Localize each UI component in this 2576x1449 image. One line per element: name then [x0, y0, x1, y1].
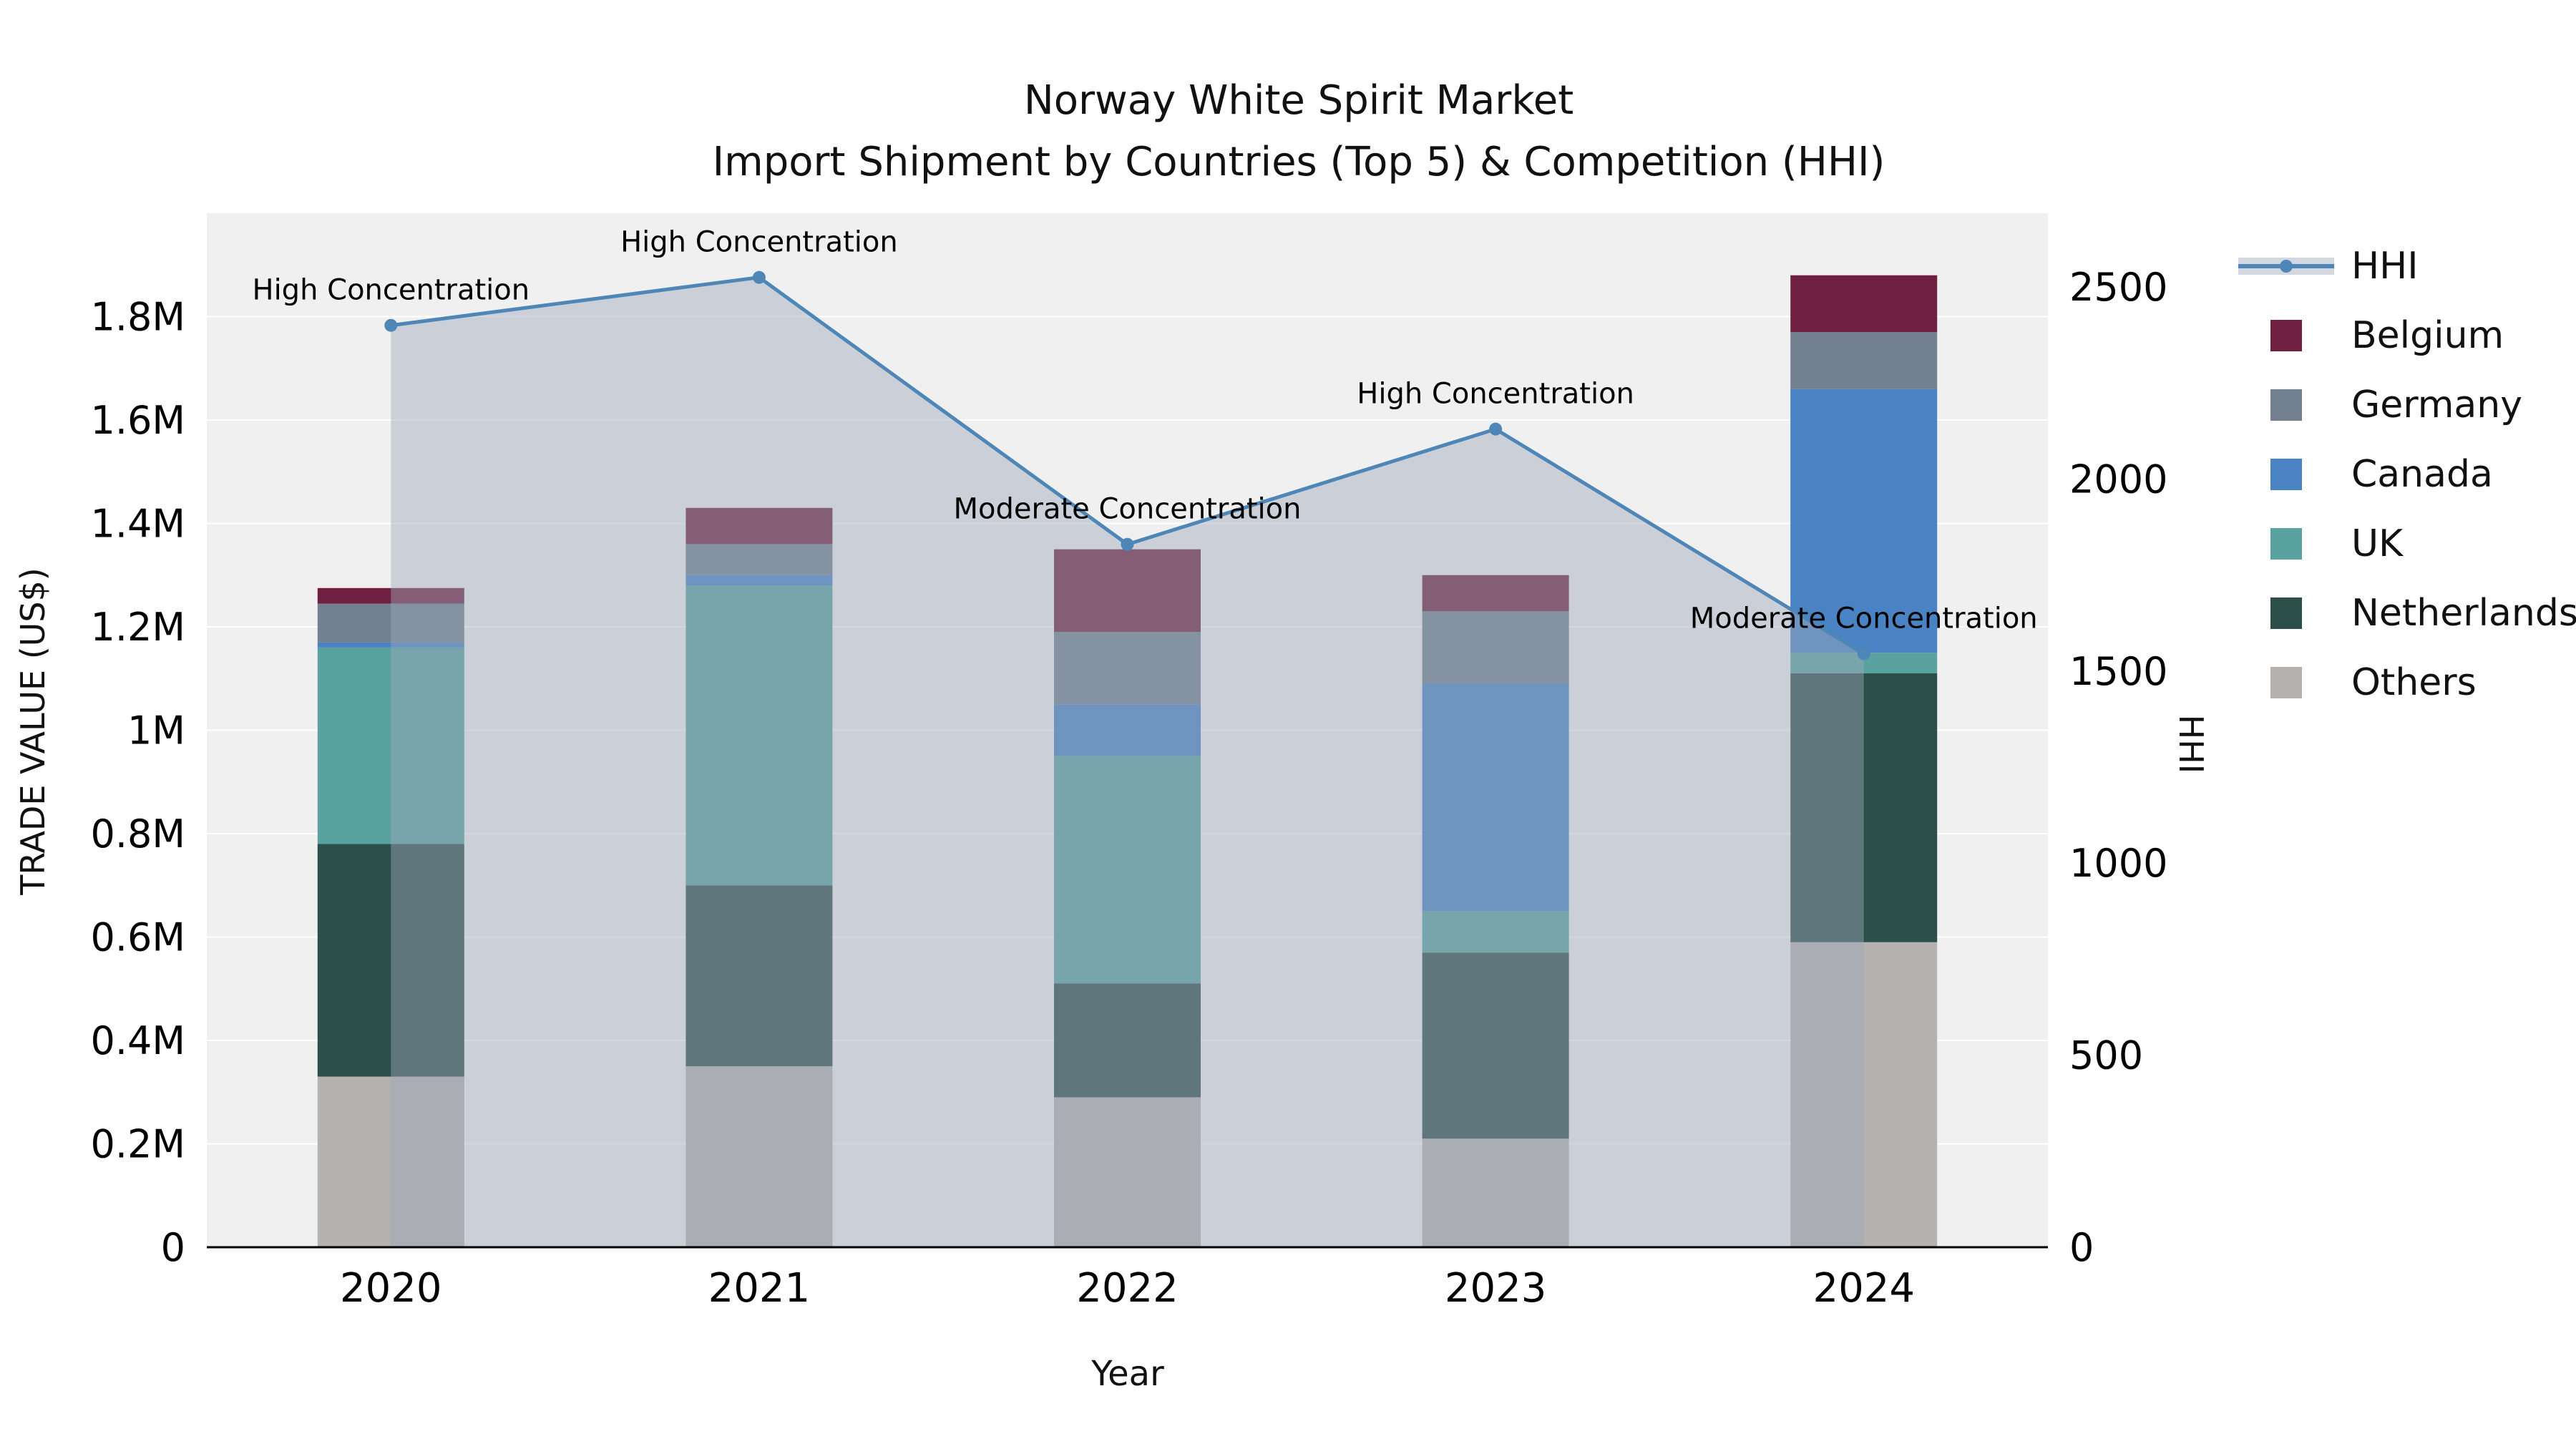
right-tick-label-2000: 2000	[2069, 457, 2167, 502]
y-axis-label-left: TRADE VALUE (US$)	[14, 567, 52, 895]
legend-item-netherlands: Netherlands	[2238, 578, 2576, 648]
bar-segment-canada-2023	[1422, 683, 1569, 912]
bar-segment-germany-2021	[686, 544, 833, 575]
legend-item-belgium: Belgium	[2238, 301, 2576, 370]
bar-segment-canada-2024	[1790, 389, 1938, 653]
x-axis-label: Year	[1091, 1354, 1164, 1394]
legend-label-netherlands: Netherlands	[2351, 591, 2576, 635]
legend-swatch-icon	[2238, 389, 2334, 421]
legend-swatch-icon	[2238, 666, 2334, 698]
annotation-2024: Moderate Concentration	[1690, 602, 2038, 635]
legend: HHI Belgium Germany Canada UK Netherlands Othe…	[2238, 231, 2576, 717]
x-tick-label-2021: 2021	[708, 1265, 811, 1312]
bar-segment-netherlands-2021	[686, 885, 833, 1067]
annotation-2020: High Concentration	[252, 274, 530, 307]
legend-label-others: Others	[2351, 660, 2477, 704]
bar-segment-belgium-2020	[317, 587, 464, 604]
left-tick-label-1M: 1M	[127, 708, 185, 753]
color-swatch-germany	[2270, 389, 2302, 421]
legend-item-hhi: HHI	[2238, 231, 2576, 301]
hhi-marker-2024	[1857, 647, 1870, 660]
right-tick-label-1000: 1000	[2069, 841, 2167, 886]
chart-title: Norway White Spirit Market Import Shipme…	[713, 70, 1885, 193]
legend-item-canada: Canada	[2238, 439, 2576, 509]
legend-swatch-icon	[2238, 597, 2334, 629]
x-tick-label-2020: 2020	[340, 1265, 442, 1312]
bar-segment-belgium-2022	[1054, 549, 1201, 633]
bar-segment-uk-2021	[686, 585, 833, 886]
bar-segment-others-2023	[1422, 1138, 1569, 1247]
hhi-marker-2020	[384, 318, 398, 332]
bar-segment-uk-2023	[1422, 911, 1569, 953]
left-tick-label-0.6M: 0.6M	[91, 915, 185, 960]
bar-segment-netherlands-2020	[317, 844, 464, 1077]
legend-item-germany: Germany	[2238, 370, 2576, 439]
hhi-area	[391, 277, 1864, 1247]
legend-label-germany: Germany	[2351, 383, 2523, 426]
bar-segment-others-2022	[1054, 1097, 1201, 1247]
left-tick-label-1.6M: 1.6M	[91, 398, 185, 443]
left-tick-label-0: 0	[161, 1225, 185, 1270]
chart-title-line1: Norway White Spirit Market	[1023, 77, 1574, 124]
x-tick-label-2022: 2022	[1076, 1265, 1179, 1312]
color-swatch-others	[2270, 666, 2302, 698]
legend-item-uk: UK	[2238, 509, 2576, 578]
x-tick-label-2024: 2024	[1813, 1265, 1915, 1312]
bar-segment-others-2020	[317, 1076, 464, 1247]
left-tick-label-0.4M: 0.4M	[91, 1018, 185, 1063]
right-tick-label-500: 500	[2069, 1033, 2143, 1078]
legend-label-hhi: HHI	[2351, 244, 2419, 288]
hhi-marker-2023	[1489, 422, 1503, 436]
hhi-dot-swatch	[2280, 259, 2293, 273]
right-tick-label-2500: 2500	[2069, 265, 2167, 310]
right-tick-label-1500: 1500	[2069, 649, 2167, 694]
bar-segment-uk-2020	[317, 647, 464, 844]
legend-swatch-icon	[2238, 458, 2334, 490]
color-swatch-canada	[2270, 458, 2302, 490]
chart-title-line2: Import Shipment by Countries (Top 5) & C…	[712, 139, 1885, 185]
bar-segment-netherlands-2022	[1054, 983, 1201, 1098]
legend-label-belgium: Belgium	[2351, 313, 2504, 357]
color-swatch-belgium	[2270, 319, 2302, 351]
bar-segment-germany-2024	[1790, 332, 1938, 389]
legend-swatch-icon	[2238, 319, 2334, 351]
hhi-marker-2022	[1121, 537, 1134, 551]
bar-segment-uk-2022	[1054, 756, 1201, 984]
bar-segment-others-2024	[1790, 942, 1938, 1247]
left-tick-label-1.8M: 1.8M	[91, 295, 185, 340]
right-tick-label-0: 0	[2069, 1225, 2094, 1270]
annotation-2023: High Concentration	[1357, 378, 1634, 411]
x-tick-label-2023: 2023	[1445, 1265, 1547, 1312]
left-tick-label-1.2M: 1.2M	[91, 605, 185, 650]
bar-segment-germany-2022	[1054, 632, 1201, 705]
bar-segment-belgium-2023	[1422, 575, 1569, 612]
color-swatch-netherlands	[2270, 597, 2302, 629]
bar-segment-germany-2020	[317, 603, 464, 643]
left-tick-label-1.4M: 1.4M	[91, 502, 185, 547]
y-axis-label-right: HHI	[2172, 714, 2210, 774]
legend-line-marker-icon	[2238, 250, 2334, 282]
bar-segment-canada-2022	[1054, 704, 1201, 756]
legend-label-canada: Canada	[2351, 452, 2493, 496]
bar-segment-netherlands-2023	[1422, 952, 1569, 1139]
annotation-2021: High Concentration	[620, 226, 898, 259]
legend-swatch-icon	[2238, 527, 2334, 560]
hhi-marker-2021	[752, 270, 766, 284]
bar-segment-others-2021	[686, 1066, 833, 1247]
legend-label-uk: UK	[2351, 522, 2404, 565]
legend-item-others: Others	[2238, 648, 2576, 717]
bar-segment-belgium-2024	[1790, 275, 1938, 333]
annotation-2022: Moderate Concentration	[954, 493, 1302, 526]
color-swatch-uk	[2270, 527, 2302, 560]
bar-segment-belgium-2021	[686, 507, 833, 545]
left-tick-label-0.8M: 0.8M	[91, 811, 185, 857]
bar-segment-netherlands-2024	[1790, 673, 1938, 942]
bar-segment-canada-2021	[686, 575, 833, 586]
left-tick-label-0.2M: 0.2M	[91, 1122, 185, 1167]
bar-segment-canada-2020	[317, 642, 464, 648]
bar-segment-germany-2023	[1422, 611, 1569, 684]
